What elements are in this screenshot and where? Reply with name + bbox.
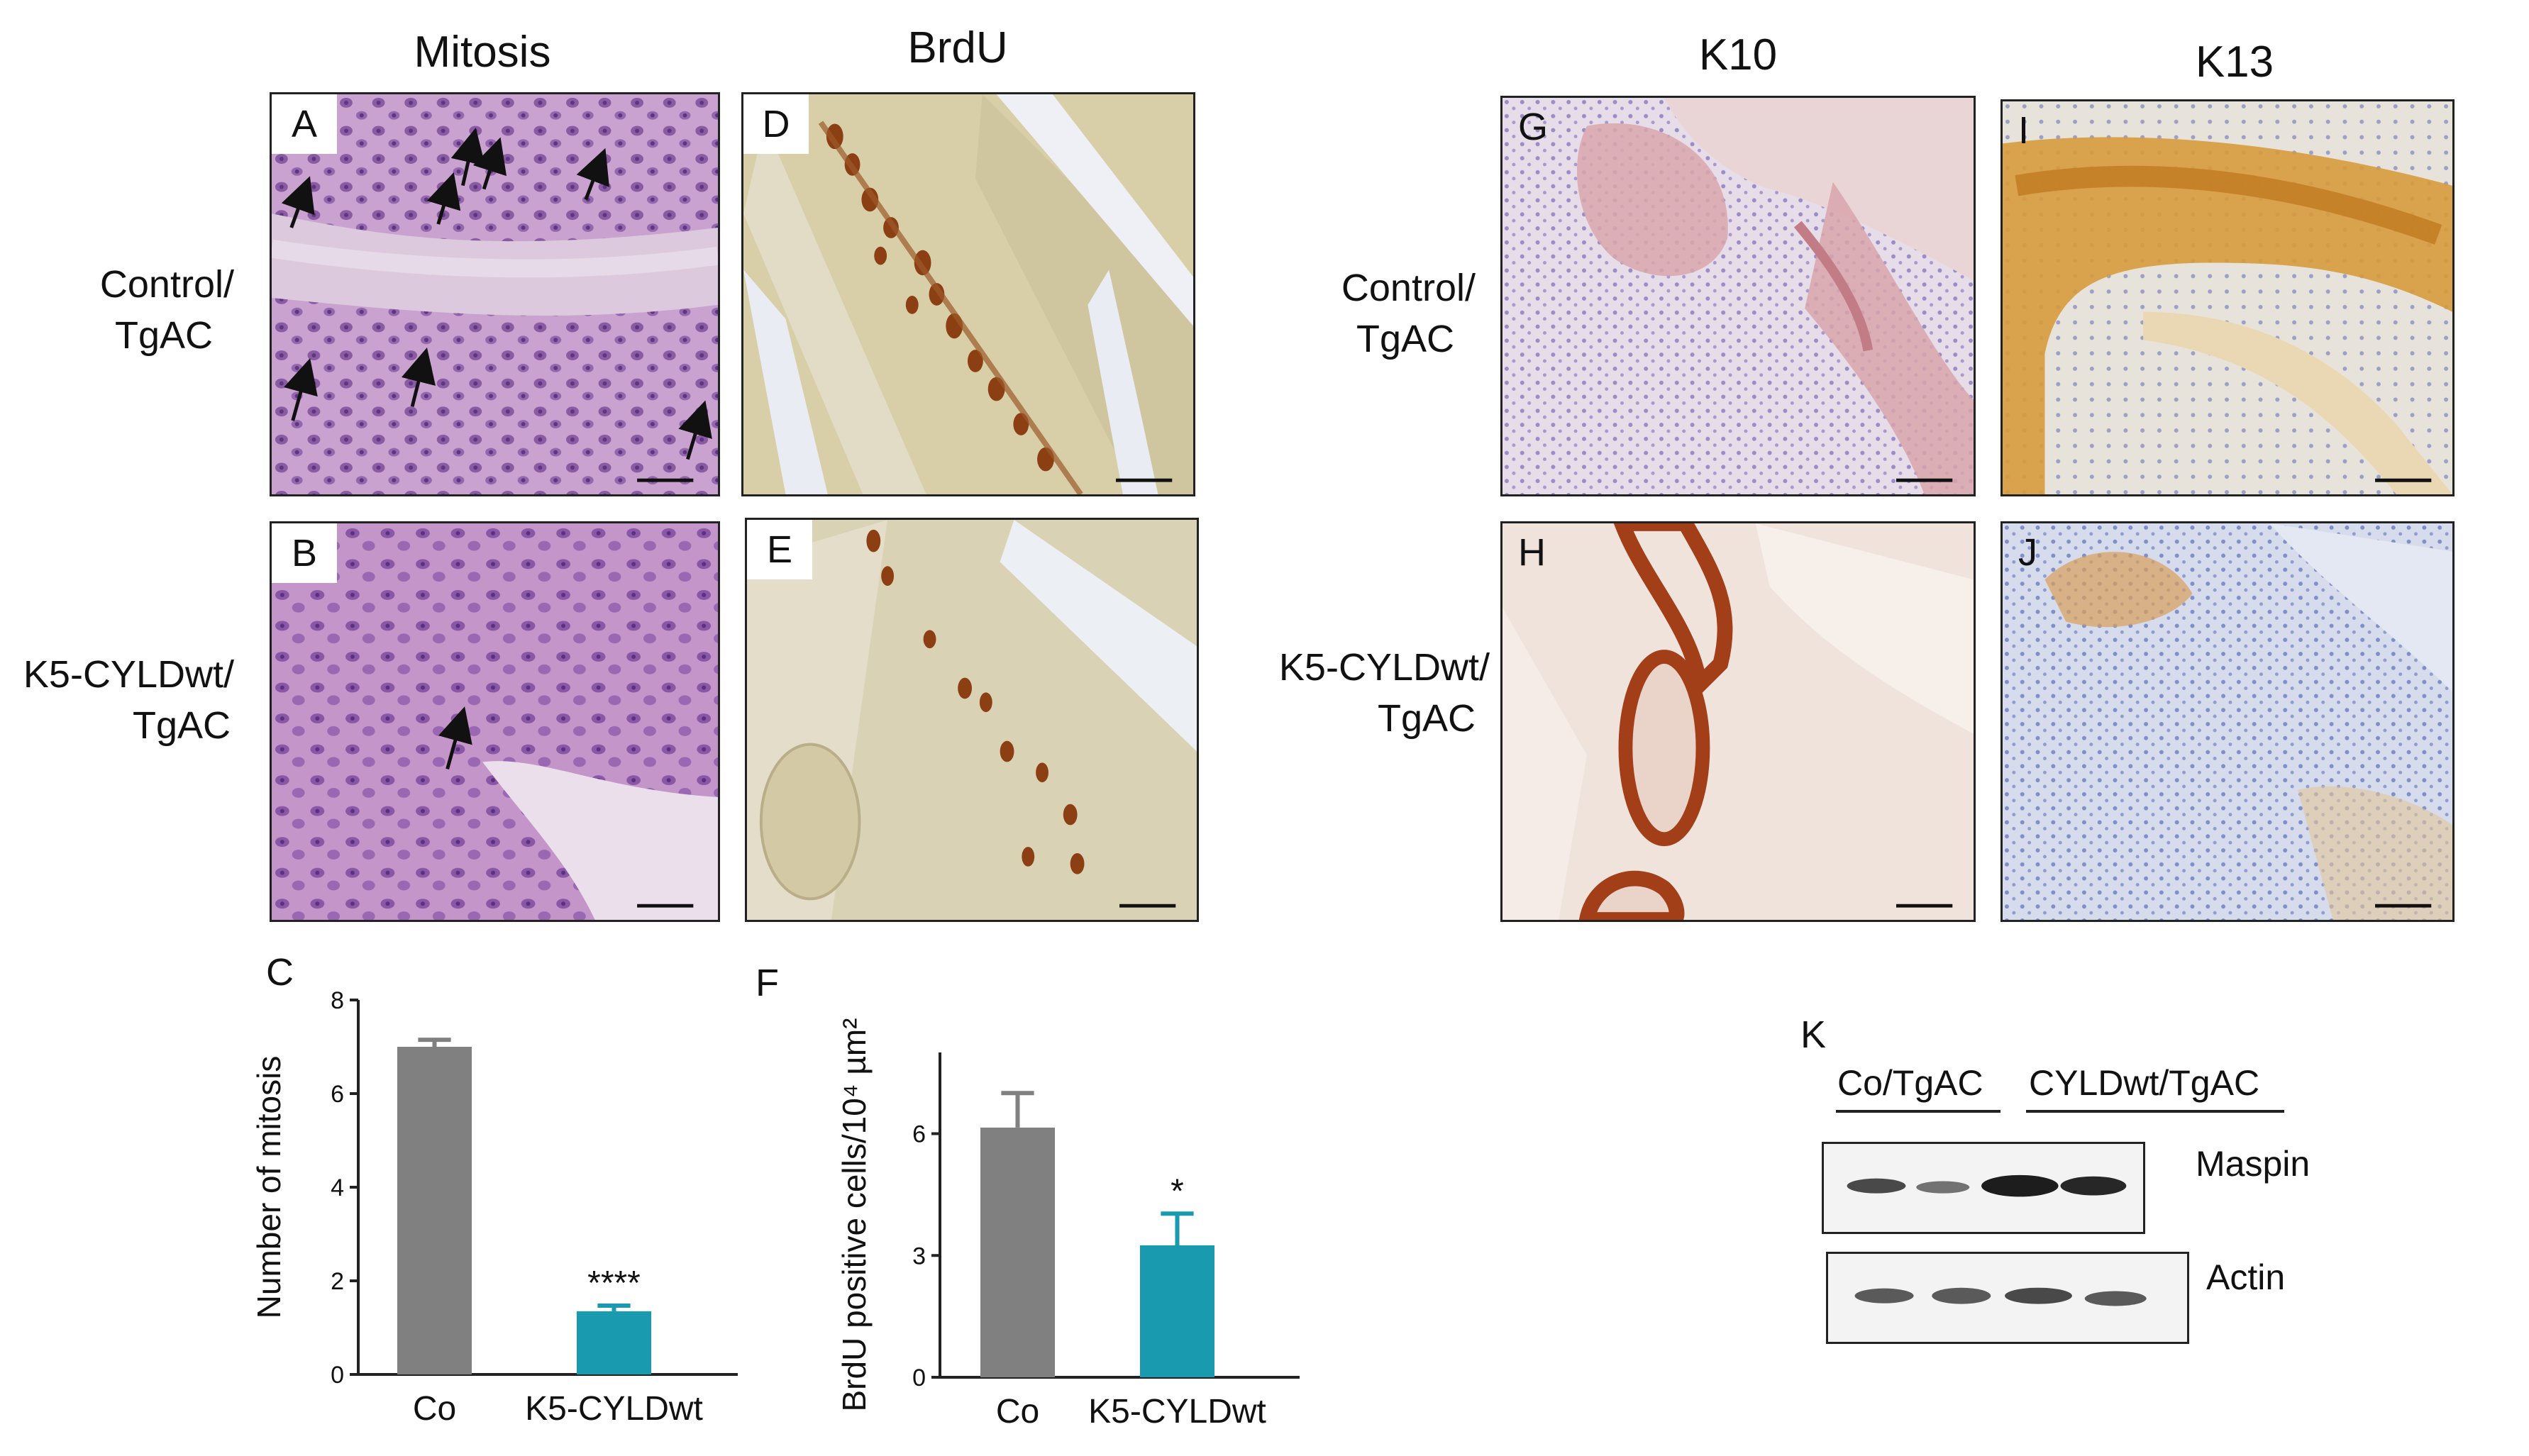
x-tick-label: K5-CYLDwt	[1088, 1393, 1266, 1430]
bar-chart-mitosis: 0 2 4 6 8 Number of mitosis Co **** K5-CYLDwt	[250, 987, 738, 1428]
row-label-cyld-left: K5-CYLDwt/ TgAC	[7, 649, 234, 751]
bar-chart-brdu: 0 3 6 BrdU positive cells/10⁴ µm² Co * K5-CYLD…	[836, 1018, 1300, 1430]
micrograph-panel-g: G	[1500, 96, 1976, 496]
y-tick-label: 6	[331, 1081, 344, 1108]
bar	[397, 1047, 472, 1374]
panel-letter-b: B	[272, 523, 337, 583]
y-axis-label: Number of mitosis	[250, 1056, 287, 1319]
row-label-cyld-right: K5-CYLDwt/ TgAC	[1249, 642, 1490, 744]
column-title-mitosis: Mitosis	[414, 28, 551, 77]
panel-letter-i: I	[2018, 109, 2030, 152]
column-title-brdu: BrdU	[907, 23, 1008, 72]
bar	[1140, 1245, 1214, 1377]
column-title-k13: K13	[2195, 38, 2274, 87]
micrograph-panel-d: D	[741, 92, 1195, 496]
blot-band-maspin	[1822, 1142, 2145, 1234]
panel-letter-a: A	[272, 94, 337, 154]
blot-group-underline-co	[1836, 1110, 2000, 1113]
row-label-line: TgAC	[1377, 697, 1476, 740]
y-axis-label: BrdU positive cells/10⁴ µm²	[836, 1018, 873, 1412]
row-label-line: TgAC	[132, 704, 231, 747]
micrograph-panel-e: E	[745, 518, 1199, 922]
row-label-control-left: Control/ TgAC	[28, 259, 234, 361]
panel-letter-j: J	[2018, 531, 2037, 574]
x-tick-label: Co	[413, 1390, 456, 1428]
y-tick-label: 0	[331, 1362, 344, 1389]
blot-group-underline-cyld	[2026, 1110, 2284, 1113]
row-label-control-right: Control/ TgAC	[1270, 262, 1476, 365]
panel-letter-g: G	[1518, 106, 1549, 148]
y-tick-label: 3	[912, 1243, 926, 1269]
significance-label: ****	[587, 1265, 641, 1302]
row-label-line: K5-CYLDwt/	[1278, 646, 1490, 689]
blot-group-label-co: Co/TgAC	[1837, 1063, 1983, 1103]
blot-group-label-cyld: CYLDwt/TgAC	[2029, 1063, 2260, 1103]
x-tick-label: Co	[996, 1393, 1039, 1430]
x-tick-label: K5-CYLDwt	[525, 1390, 703, 1428]
micrograph-panel-h: H	[1500, 521, 1976, 922]
blot-label-maspin: Maspin	[2196, 1144, 2311, 1184]
micrograph-panel-j: J	[2000, 521, 2455, 922]
bar	[980, 1127, 1055, 1377]
row-label-line: TgAC	[1356, 318, 1454, 360]
blot-band-actin	[1826, 1252, 2189, 1344]
panel-letter-k: K	[1800, 1013, 1827, 1056]
panel-letter-f: F	[756, 962, 779, 1004]
y-tick-label: 6	[912, 1121, 926, 1148]
row-label-line: TgAC	[114, 314, 213, 357]
panel-letter-d: D	[743, 94, 809, 154]
micrograph-panel-a: A	[270, 92, 720, 496]
blot-label-actin: Actin	[2206, 1257, 2286, 1297]
panel-letter-e: E	[747, 520, 812, 579]
significance-label: *	[1171, 1172, 1184, 1210]
row-label-line: Control/	[99, 263, 234, 306]
panel-letter-h: H	[1518, 531, 1546, 574]
y-tick-label: 0	[912, 1365, 926, 1391]
y-tick-label: 2	[331, 1268, 344, 1295]
micrograph-panel-b: B	[270, 521, 720, 922]
column-title-k10: K10	[1698, 30, 1778, 79]
y-tick-label: 8	[331, 987, 344, 1014]
bar	[577, 1311, 651, 1374]
micrograph-panel-i: I	[2000, 99, 2455, 496]
row-label-line: Control/	[1341, 267, 1476, 309]
row-label-line: K5-CYLDwt/	[23, 653, 234, 696]
y-tick-label: 4	[331, 1174, 344, 1201]
panel-letter-c: C	[266, 951, 294, 994]
